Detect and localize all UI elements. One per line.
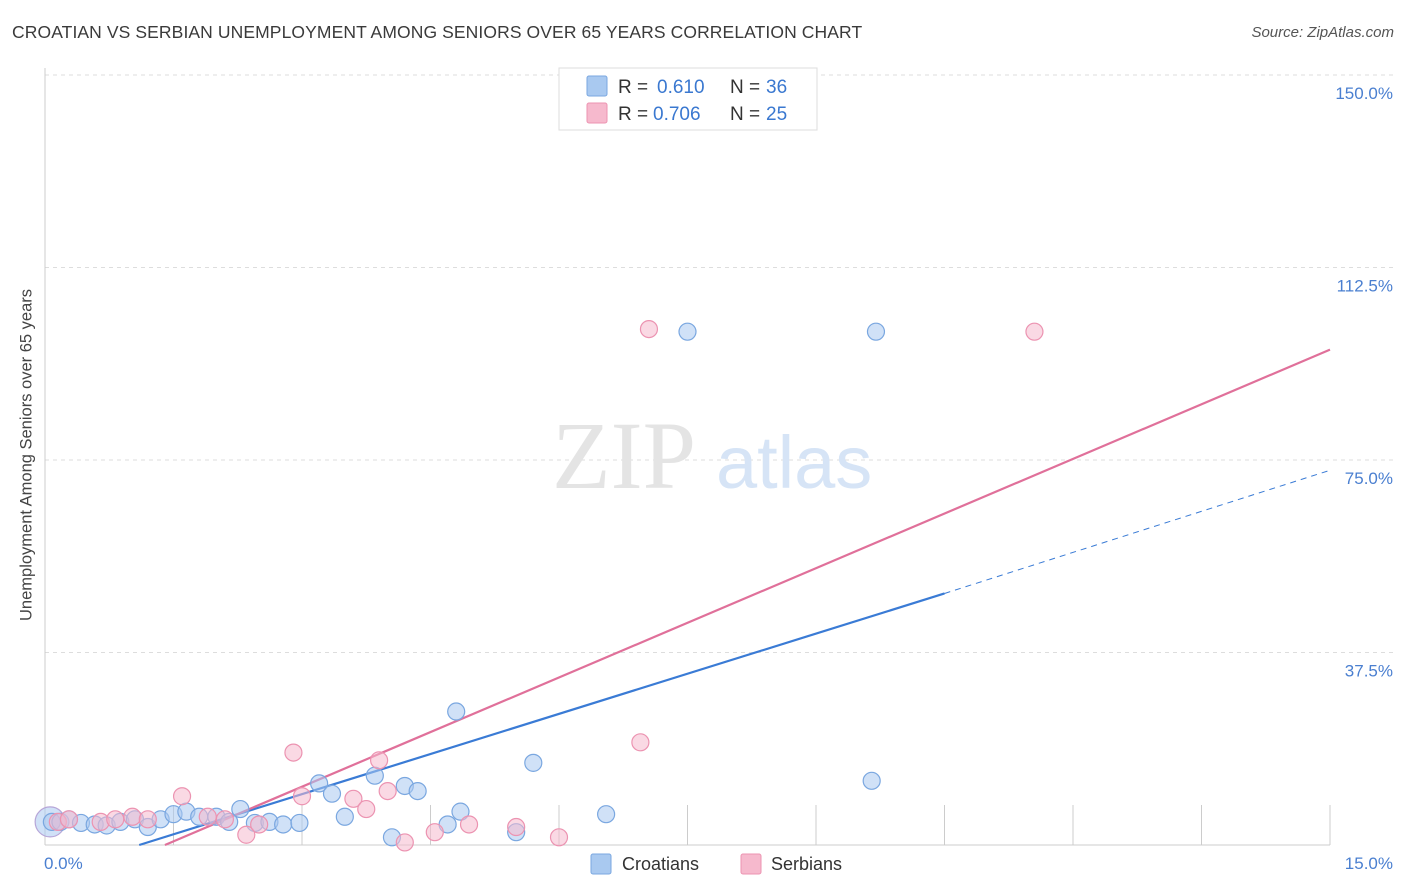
croatian-point [447, 702, 466, 721]
croatian-point [274, 815, 293, 834]
legend-n-label-2: N = [730, 104, 760, 125]
bottom-legend: Croatians Serbians [590, 853, 842, 875]
serbian-point [250, 815, 269, 834]
serbian-point [106, 810, 125, 829]
watermark-atlas: atlas [716, 421, 872, 504]
serbian-point [138, 810, 157, 829]
serbian-point [395, 833, 414, 852]
serbian-point [284, 743, 303, 762]
croatian-point [862, 771, 881, 790]
croatian-point [322, 784, 342, 803]
croatian-point [678, 322, 697, 341]
x-tick-label: 15.0% [1345, 854, 1393, 873]
legend-n-label-1: N = [730, 77, 760, 98]
legend-n-value-2: 25 [766, 104, 787, 125]
legend-swatch-croatians [586, 75, 608, 97]
serbian-point [639, 320, 659, 339]
croatian-point [866, 322, 886, 341]
croatian-point [408, 781, 427, 801]
serbian-point [237, 825, 256, 844]
grid-layer [45, 74, 1395, 653]
serbian-point [631, 733, 650, 752]
croatian-point [451, 802, 470, 821]
croatian-point [335, 807, 354, 826]
source-label: Source: ZipAtlas.com [1251, 24, 1394, 41]
croatian-trend-extension [944, 469, 1331, 594]
serbian-point [172, 787, 192, 806]
legend-box: R = 0.610 N = 36 R = 0.706 N = 25 [558, 67, 818, 131]
serbian-point [1025, 322, 1044, 341]
serbian-point [215, 810, 234, 829]
croatian-point [310, 774, 329, 793]
serbian-trend-line [164, 348, 1331, 847]
legend-swatch-serbians [586, 102, 608, 124]
croatian-point [524, 753, 543, 772]
x-tick-label: 0.0% [44, 854, 83, 873]
serbian-point [59, 810, 79, 829]
legend-r-label-2: R = [618, 104, 648, 125]
serbian-point [425, 823, 444, 842]
legend-r-label-1: R = [618, 77, 648, 98]
watermark-zip: ZIP [552, 402, 696, 509]
serbian-point [292, 787, 312, 806]
trend-layer [138, 348, 1331, 847]
serbian-point [344, 789, 363, 808]
legend-r-value-1: 0.610 [657, 77, 705, 98]
serbian-point [507, 817, 526, 837]
serbian-point [357, 799, 376, 819]
croatian-point [290, 813, 309, 833]
chart-title: CROATIAN VS SERBIAN UNEMPLOYMENT AMONG S… [12, 22, 863, 42]
y-tick-label: 75.0% [1345, 469, 1393, 488]
bottom-legend-label-croatians: Croatians [622, 854, 699, 874]
serbian-point [198, 807, 217, 826]
serbian-point [378, 781, 397, 801]
croatian-trend-line [138, 592, 945, 847]
bottom-legend-swatch-serbians [740, 853, 762, 875]
y-tick-label: 150.0% [1335, 84, 1393, 103]
point-layer [34, 320, 1044, 852]
watermark: ZIP atlas [552, 402, 872, 509]
serbian-point [549, 828, 569, 847]
serbian-point [370, 751, 389, 770]
y-tick-label: 112.5% [1337, 277, 1393, 296]
croatian-point [597, 805, 616, 824]
croatian-point [365, 766, 384, 785]
serbian-point [459, 815, 479, 834]
legend-n-value-1: 36 [766, 77, 787, 98]
croatian-point [231, 799, 250, 819]
y-tick-label: 37.5% [1345, 662, 1393, 681]
bottom-legend-swatch-croatians [590, 853, 612, 875]
serbian-point [123, 807, 142, 826]
legend-r-value-2: 0.706 [653, 104, 701, 125]
bottom-legend-label-serbians: Serbians [771, 854, 842, 874]
axis-layer: 37.5% 75.0% 112.5% 150.0% 0.0% 15.0% [44, 68, 1393, 873]
